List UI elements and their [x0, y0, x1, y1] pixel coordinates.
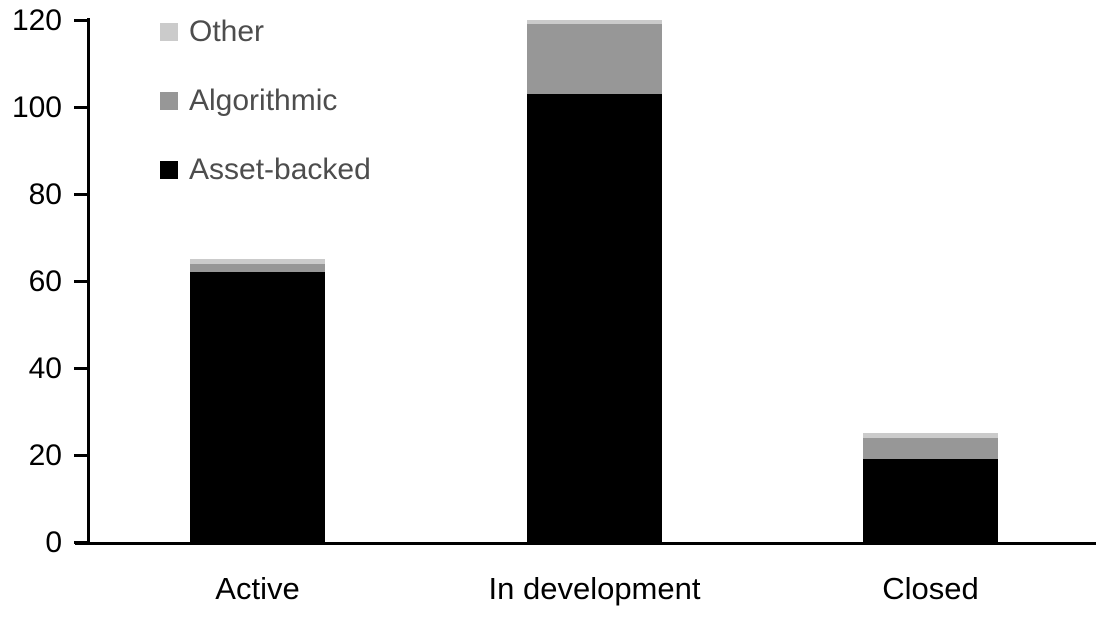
y-axis-line — [87, 18, 90, 545]
y-axis-tick — [74, 106, 88, 109]
y-axis-tick-label: 100 — [11, 91, 62, 124]
bar-segment-other-active — [190, 259, 325, 264]
legend-swatch-asset-backed — [160, 161, 178, 179]
bar-segment-algorithmic-active — [190, 263, 325, 273]
y-axis-tick-label: 40 — [28, 352, 62, 385]
legend-label: Other — [189, 15, 265, 48]
bar-segment-algorithmic-in-development — [527, 24, 662, 94]
y-axis-tick-label: 0 — [45, 526, 62, 559]
y-axis-tick — [74, 367, 88, 370]
bar-segment-algorithmic-closed — [863, 437, 998, 460]
legend-swatch-algorithmic — [160, 92, 178, 110]
x-axis-category-label-in-development: In development — [488, 571, 701, 606]
legend-label: Asset-backed — [189, 153, 371, 186]
x-axis-line — [75, 542, 1096, 545]
bar-segment-asset-backed-active — [190, 272, 325, 542]
y-axis-tick — [74, 541, 88, 544]
legend-item-other: Other — [160, 14, 264, 50]
legend-swatch-other — [160, 23, 178, 41]
legend-item-asset-backed: Asset-backed — [160, 152, 371, 188]
bar-segment-other-in-development — [527, 20, 662, 25]
y-axis-tick — [74, 193, 88, 196]
y-axis-tick — [74, 19, 88, 22]
bar-segment-asset-backed-closed — [863, 459, 998, 542]
y-axis-tick — [74, 280, 88, 283]
bar-segment-other-closed — [863, 433, 998, 438]
legend-label: Algorithmic — [189, 84, 338, 117]
y-axis-tick-label: 80 — [28, 178, 62, 211]
y-axis-tick — [74, 454, 88, 457]
x-axis-category-label-active: Active — [215, 571, 300, 606]
y-axis-tick-label: 20 — [28, 439, 62, 472]
bar-segment-asset-backed-in-development — [527, 93, 662, 542]
y-axis-tick-label: 60 — [28, 265, 62, 298]
x-axis-category-label-closed: Closed — [882, 571, 979, 606]
legend-item-algorithmic: Algorithmic — [160, 83, 337, 119]
y-axis-tick-label: 120 — [11, 4, 62, 37]
